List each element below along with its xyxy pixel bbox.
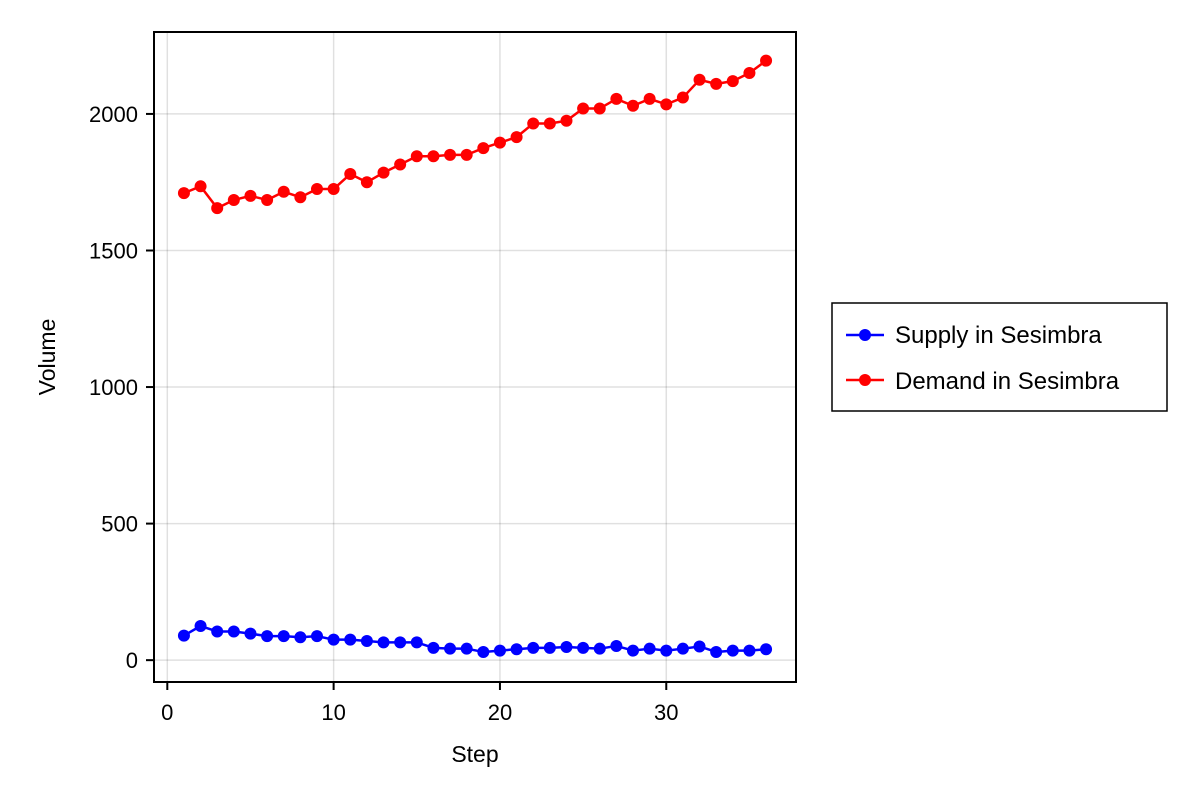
data-point-supply-in-sesimbra bbox=[610, 639, 623, 652]
data-point-supply-in-sesimbra bbox=[327, 633, 340, 646]
data-point-supply-in-sesimbra bbox=[693, 640, 706, 653]
data-point-demand-in-sesimbra bbox=[360, 176, 373, 189]
data-point-supply-in-sesimbra bbox=[394, 636, 407, 649]
data-point-demand-in-sesimbra bbox=[693, 73, 706, 86]
data-point-supply-in-sesimbra bbox=[527, 641, 540, 654]
data-point-supply-in-sesimbra bbox=[294, 631, 307, 644]
x-tick-label: 10 bbox=[321, 700, 345, 725]
data-point-supply-in-sesimbra bbox=[543, 641, 556, 654]
data-point-demand-in-sesimbra bbox=[726, 75, 739, 88]
y-tick-label: 2000 bbox=[89, 102, 138, 127]
data-point-demand-in-sesimbra bbox=[327, 183, 340, 196]
data-point-supply-in-sesimbra bbox=[410, 636, 423, 649]
data-point-demand-in-sesimbra bbox=[294, 191, 307, 204]
data-point-demand-in-sesimbra bbox=[344, 168, 357, 181]
data-point-demand-in-sesimbra bbox=[527, 117, 540, 130]
legend-marker-demand bbox=[859, 374, 871, 386]
data-point-supply-in-sesimbra bbox=[460, 642, 473, 655]
data-point-supply-in-sesimbra bbox=[277, 630, 290, 643]
data-point-supply-in-sesimbra bbox=[560, 641, 573, 654]
data-point-demand-in-sesimbra bbox=[610, 92, 623, 105]
data-point-supply-in-sesimbra bbox=[760, 643, 773, 656]
data-point-supply-in-sesimbra bbox=[743, 644, 756, 657]
data-point-supply-in-sesimbra bbox=[194, 620, 207, 633]
data-point-demand-in-sesimbra bbox=[277, 185, 290, 198]
data-point-supply-in-sesimbra bbox=[427, 641, 440, 654]
data-point-demand-in-sesimbra bbox=[593, 102, 606, 115]
data-point-demand-in-sesimbra bbox=[543, 117, 556, 130]
data-point-demand-in-sesimbra bbox=[261, 193, 274, 206]
data-point-supply-in-sesimbra bbox=[227, 625, 240, 638]
data-point-demand-in-sesimbra bbox=[194, 180, 207, 193]
x-axis-title: Step bbox=[451, 741, 498, 767]
data-point-demand-in-sesimbra bbox=[177, 187, 190, 200]
x-axis: 0 10 20 30 bbox=[161, 682, 679, 725]
y-axis: 0 500 1000 1500 2000 bbox=[89, 102, 154, 673]
data-point-supply-in-sesimbra bbox=[177, 629, 190, 642]
data-point-demand-in-sesimbra bbox=[227, 193, 240, 206]
data-point-supply-in-sesimbra bbox=[577, 641, 590, 654]
data-point-supply-in-sesimbra bbox=[310, 630, 323, 643]
legend-label-supply: Supply in Sesimbra bbox=[895, 322, 1102, 349]
data-point-supply-in-sesimbra bbox=[377, 636, 390, 649]
data-point-supply-in-sesimbra bbox=[593, 642, 606, 655]
data-point-demand-in-sesimbra bbox=[427, 150, 440, 163]
data-point-demand-in-sesimbra bbox=[211, 202, 224, 215]
data-point-demand-in-sesimbra bbox=[410, 150, 423, 163]
data-point-demand-in-sesimbra bbox=[510, 131, 523, 144]
data-point-demand-in-sesimbra bbox=[676, 91, 689, 104]
y-axis-title: Volume bbox=[34, 319, 60, 396]
data-point-demand-in-sesimbra bbox=[760, 54, 773, 67]
data-point-demand-in-sesimbra bbox=[460, 148, 473, 161]
data-point-supply-in-sesimbra bbox=[444, 642, 457, 655]
data-point-supply-in-sesimbra bbox=[360, 635, 373, 648]
data-point-supply-in-sesimbra bbox=[211, 625, 224, 638]
y-tick-label: 500 bbox=[101, 512, 138, 537]
data-point-demand-in-sesimbra bbox=[643, 92, 656, 105]
data-point-demand-in-sesimbra bbox=[310, 183, 323, 196]
data-point-demand-in-sesimbra bbox=[710, 77, 723, 90]
x-tick-label: 30 bbox=[654, 700, 678, 725]
x-tick-label: 0 bbox=[161, 700, 173, 725]
data-point-supply-in-sesimbra bbox=[660, 644, 673, 657]
data-point-demand-in-sesimbra bbox=[627, 99, 640, 112]
y-tick-label: 1000 bbox=[89, 375, 138, 400]
data-point-demand-in-sesimbra bbox=[743, 66, 756, 79]
data-point-supply-in-sesimbra bbox=[710, 645, 723, 658]
x-tick-label: 20 bbox=[488, 700, 512, 725]
data-point-supply-in-sesimbra bbox=[244, 627, 257, 640]
legend-marker-supply bbox=[859, 329, 871, 341]
y-tick-label: 1500 bbox=[89, 238, 138, 263]
data-point-supply-in-sesimbra bbox=[726, 644, 739, 657]
legend-box bbox=[831, 302, 1168, 412]
data-point-supply-in-sesimbra bbox=[510, 643, 523, 656]
data-point-supply-in-sesimbra bbox=[493, 644, 506, 657]
data-point-supply-in-sesimbra bbox=[627, 644, 640, 657]
data-point-demand-in-sesimbra bbox=[394, 158, 407, 171]
plot-frame bbox=[153, 31, 797, 683]
data-point-demand-in-sesimbra bbox=[377, 166, 390, 179]
series-demand-in-sesimbra bbox=[177, 54, 773, 215]
data-point-demand-in-sesimbra bbox=[577, 102, 590, 115]
data-point-supply-in-sesimbra bbox=[261, 630, 274, 643]
legend: Supply in Sesimbra Demand in Sesimbra bbox=[831, 302, 1168, 412]
series-layer bbox=[177, 54, 773, 658]
data-point-supply-in-sesimbra bbox=[477, 645, 490, 658]
data-point-demand-in-sesimbra bbox=[560, 114, 573, 127]
data-point-demand-in-sesimbra bbox=[477, 142, 490, 155]
data-point-demand-in-sesimbra bbox=[493, 136, 506, 149]
legend-label-demand: Demand in Sesimbra bbox=[895, 368, 1120, 395]
data-point-demand-in-sesimbra bbox=[244, 189, 257, 202]
data-point-supply-in-sesimbra bbox=[344, 633, 357, 646]
y-tick-label: 0 bbox=[126, 648, 138, 673]
data-point-supply-in-sesimbra bbox=[676, 642, 689, 655]
data-point-demand-in-sesimbra bbox=[444, 148, 457, 161]
series-supply-in-sesimbra bbox=[177, 620, 773, 658]
data-point-demand-in-sesimbra bbox=[660, 98, 673, 111]
data-point-supply-in-sesimbra bbox=[643, 642, 656, 655]
